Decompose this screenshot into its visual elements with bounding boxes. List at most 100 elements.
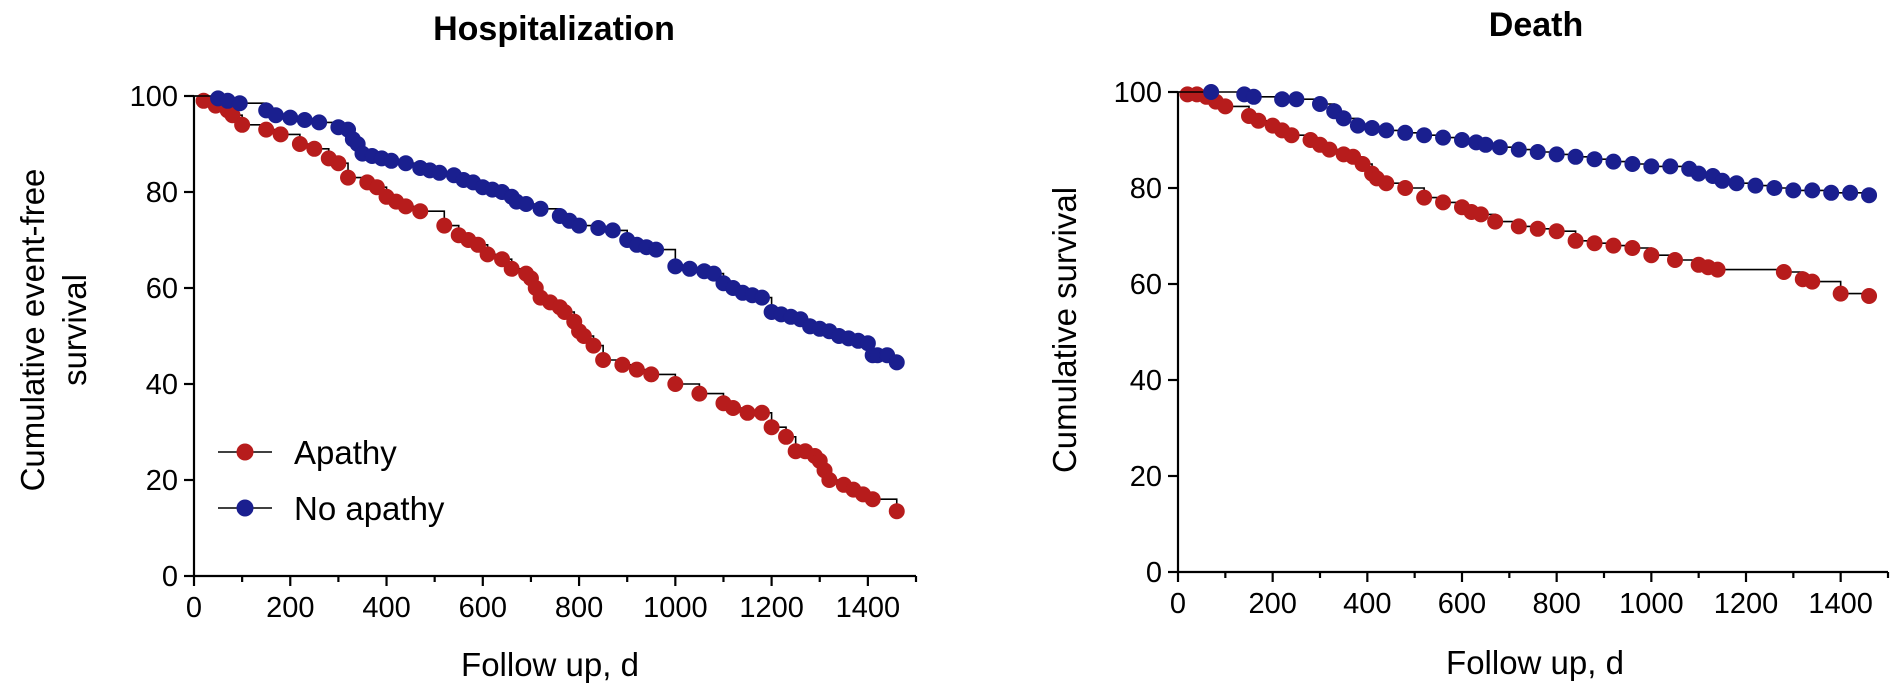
legend-no-apathy-label: No apathy [294,490,445,527]
death-y-tick-label: 20 [1130,461,1162,493]
hospitalization-no-apathy-point [296,112,313,128]
hospitalization-apathy-point [575,328,592,344]
hospitalization-no-apathy-point [888,354,905,371]
hospitalization-y-tick-label: 60 [146,273,178,305]
death-x-tick-label: 800 [1532,588,1580,620]
hospitalization-x-tick-label: 800 [555,592,603,624]
hospitalization-apathy-point [739,404,756,421]
hospitalization-apathy-point [397,198,414,215]
death-apathy-point [1624,240,1641,256]
death-no-apathy-point [1548,146,1565,163]
death-apathy-point [1586,235,1603,252]
death-apathy-point [1605,237,1622,254]
death-y-tick-label: 80 [1130,173,1162,205]
death-x-tick-label: 0 [1170,588,1186,620]
death-xlabel: Follow up, d [1446,644,1624,681]
hospitalization-apathy-point [628,361,645,378]
death-apathy-point [1567,232,1584,249]
death-apathy-point [1832,285,1849,302]
death-apathy-point [1529,220,1546,237]
death-x-tick-label: 1400 [1808,588,1873,620]
death-ylabel: Cumulative survival [1046,187,1083,473]
hospitalization-no-apathy-point [753,289,770,306]
hospitalization-apathy-point [469,236,486,253]
death-no-apathy-point [1747,177,1764,194]
hospitalization-no-apathy-point [383,152,400,169]
hospitalization-no-apathy-point [311,114,328,131]
death-no-apathy-point [1312,96,1328,112]
hospitalization-no-apathy-point [571,217,588,234]
hospitalization-apathy-point [291,136,308,152]
hospitalization-no-apathy-point [667,258,684,275]
hospitalization-no-apathy-point [397,155,414,172]
hospitalization-apathy-point [821,472,838,488]
hospitalization-apathy-point [494,251,511,268]
death-no-apathy-point [1245,88,1262,105]
death-no-apathy-point [1586,151,1603,168]
hospitalization-apathy-point [595,352,612,368]
hospitalization-no-apathy-point [705,265,722,282]
death-no-apathy-point [1510,141,1527,158]
death-apathy-point [1510,218,1527,235]
death-no-apathy-point [1861,187,1878,204]
hospitalization-x-tick-label: 400 [362,592,410,624]
death-apathy-point [1397,180,1414,196]
death-no-apathy-point [1203,84,1220,100]
hospitalization-apathy-point [330,155,347,172]
death-x-tick-label: 1200 [1714,588,1779,620]
death-no-apathy-point [1416,127,1433,144]
hospitalization-no-apathy-point [590,220,607,236]
death-no-apathy-point [1349,117,1366,134]
hospitalization-apathy-point [888,503,905,520]
death-no-apathy-point [1823,184,1840,201]
death-title: Death [1489,6,1583,44]
death-apathy-point [1548,223,1565,240]
death-apathy-point [1775,264,1792,280]
death-no-apathy-point [1288,91,1305,108]
hospitalization-apathy-point [272,126,289,143]
death-no-apathy-point [1364,120,1381,136]
death-no-apathy-point [1728,175,1745,192]
death-apathy-point [1416,189,1433,206]
hospitalization-y-tick-label: 40 [146,369,178,401]
death-x-tick-label: 200 [1248,588,1296,620]
hospitalization-no-apathy-point [267,107,284,124]
hospitalization-xlabel: Follow up, d [461,646,639,683]
death-no-apathy-point [1335,110,1352,127]
hospitalization-x-tick-label: 600 [459,592,507,624]
hospitalization-apathy-point [340,169,357,186]
hospitalization-y-tick-label: 0 [162,561,178,593]
death-no-apathy-point [1491,139,1508,156]
death-apathy-point [1472,206,1489,223]
hospitalization-y-tick-label: 100 [130,81,178,113]
death-no-apathy-point [1397,124,1414,141]
death-no-apathy-point [1454,132,1470,148]
hospitalization-apathy-point [753,404,770,421]
hospitalization-y-tick-label: 20 [146,465,178,497]
hospitalization-x-tick-label: 200 [266,592,314,624]
hospitalization-apathy-point [643,366,660,383]
death-apathy-point [1487,213,1504,230]
death-no-apathy-point [1274,91,1291,108]
legend-no-apathy-marker [236,499,254,517]
hospitalization-x-tick-label: 0 [186,592,202,624]
hospitalization-apathy-point [763,419,780,436]
hospitalization-apathy-point [436,217,453,234]
hospitalization-ylabel-line-1: Cumulative event-free [14,169,51,492]
death-no-apathy-point [1766,180,1783,196]
hospitalization-apathy-point [667,376,684,392]
hospitalization-apathy-point [691,385,708,402]
death-no-apathy-point [1690,165,1707,182]
death-no-apathy-point [1624,156,1641,172]
hospitalization-apathy-point [778,428,795,445]
death-y-tick-label: 60 [1130,269,1162,301]
death-no-apathy-point [1842,184,1859,201]
death-x-tick-label: 600 [1438,588,1486,620]
hospitalization-no-apathy-point [532,200,549,217]
death-no-apathy-point [1435,129,1452,146]
hospitalization-title: Hospitalization [433,10,675,48]
death-apathy-point [1250,112,1267,129]
hospitalization-no-apathy-point [518,196,535,212]
death-apathy-point [1283,127,1300,144]
hospitalization-x-tick-label: 1000 [643,592,708,624]
